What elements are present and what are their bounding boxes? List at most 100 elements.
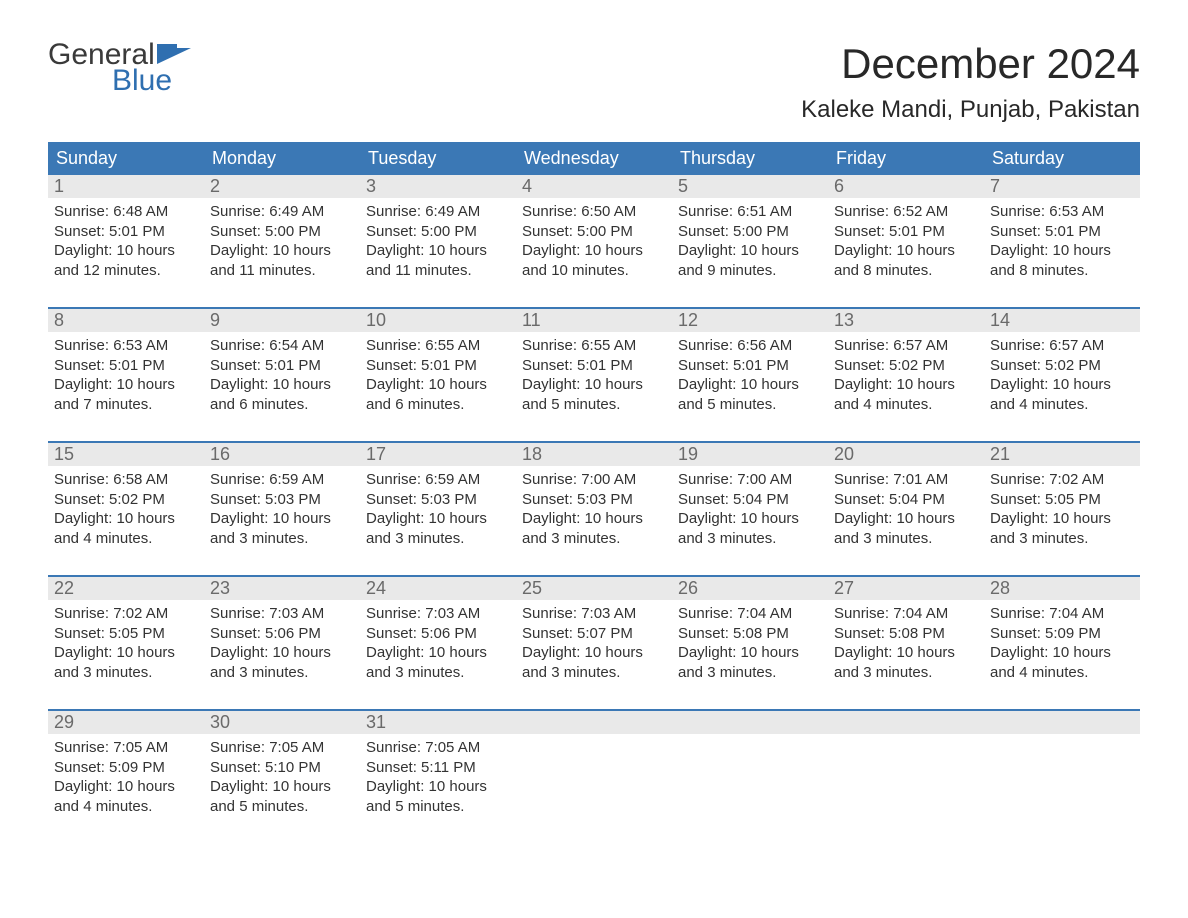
calendar-day: 16Sunrise: 6:59 AMSunset: 5:03 PMDayligh…	[204, 443, 360, 565]
sunset-text: Sunset: 5:04 PM	[834, 490, 978, 510]
sunrise-text: Sunrise: 6:59 AM	[210, 470, 354, 490]
sunrise-text: Sunrise: 7:03 AM	[210, 604, 354, 624]
sunrise-text: Sunrise: 6:57 AM	[990, 336, 1134, 356]
day-details: Sunrise: 6:53 AMSunset: 5:01 PMDaylight:…	[984, 198, 1140, 286]
day-number: 6	[828, 175, 984, 198]
sunset-text: Sunset: 5:01 PM	[366, 356, 510, 376]
day-details: Sunrise: 6:59 AMSunset: 5:03 PMDaylight:…	[360, 466, 516, 554]
weekday-header: Wednesday	[516, 142, 672, 175]
calendar-day: 9Sunrise: 6:54 AMSunset: 5:01 PMDaylight…	[204, 309, 360, 431]
weekday-header: Tuesday	[360, 142, 516, 175]
day-details: Sunrise: 6:51 AMSunset: 5:00 PMDaylight:…	[672, 198, 828, 286]
day-number: 18	[516, 443, 672, 466]
day-number: 21	[984, 443, 1140, 466]
logo-word-blue: Blue	[48, 66, 191, 96]
day-details: Sunrise: 6:58 AMSunset: 5:02 PMDaylight:…	[48, 466, 204, 554]
sunrise-text: Sunrise: 6:49 AM	[210, 202, 354, 222]
weekday-header: Thursday	[672, 142, 828, 175]
calendar-day: 14Sunrise: 6:57 AMSunset: 5:02 PMDayligh…	[984, 309, 1140, 431]
daylight-text: Daylight: 10 hours and 4 minutes.	[990, 375, 1134, 414]
sunset-text: Sunset: 5:09 PM	[990, 624, 1134, 644]
daylight-text: Daylight: 10 hours and 3 minutes.	[210, 509, 354, 548]
day-details: Sunrise: 7:04 AMSunset: 5:09 PMDaylight:…	[984, 600, 1140, 688]
sunrise-text: Sunrise: 6:50 AM	[522, 202, 666, 222]
calendar-day: 22Sunrise: 7:02 AMSunset: 5:05 PMDayligh…	[48, 577, 204, 699]
sunset-text: Sunset: 5:08 PM	[834, 624, 978, 644]
day-number	[516, 711, 672, 734]
weekday-header: Sunday	[48, 142, 204, 175]
calendar-day: 6Sunrise: 6:52 AMSunset: 5:01 PMDaylight…	[828, 175, 984, 297]
sunrise-text: Sunrise: 7:00 AM	[678, 470, 822, 490]
daylight-text: Daylight: 10 hours and 3 minutes.	[678, 509, 822, 548]
calendar-day	[516, 711, 672, 833]
calendar-day	[672, 711, 828, 833]
sunrise-text: Sunrise: 7:02 AM	[990, 470, 1134, 490]
sunset-text: Sunset: 5:08 PM	[678, 624, 822, 644]
sunrise-text: Sunrise: 7:04 AM	[834, 604, 978, 624]
sunset-text: Sunset: 5:02 PM	[54, 490, 198, 510]
sunset-text: Sunset: 5:01 PM	[54, 222, 198, 242]
day-number: 7	[984, 175, 1140, 198]
daylight-text: Daylight: 10 hours and 3 minutes.	[834, 643, 978, 682]
calendar-day	[984, 711, 1140, 833]
calendar-day: 17Sunrise: 6:59 AMSunset: 5:03 PMDayligh…	[360, 443, 516, 565]
sunset-text: Sunset: 5:01 PM	[522, 356, 666, 376]
sunrise-text: Sunrise: 6:56 AM	[678, 336, 822, 356]
day-details: Sunrise: 7:03 AMSunset: 5:06 PMDaylight:…	[204, 600, 360, 688]
sunset-text: Sunset: 5:02 PM	[834, 356, 978, 376]
sunrise-text: Sunrise: 6:58 AM	[54, 470, 198, 490]
sunrise-text: Sunrise: 7:02 AM	[54, 604, 198, 624]
day-number: 9	[204, 309, 360, 332]
sunset-text: Sunset: 5:11 PM	[366, 758, 510, 778]
day-number: 22	[48, 577, 204, 600]
calendar-day: 15Sunrise: 6:58 AMSunset: 5:02 PMDayligh…	[48, 443, 204, 565]
day-details: Sunrise: 7:03 AMSunset: 5:07 PMDaylight:…	[516, 600, 672, 688]
daylight-text: Daylight: 10 hours and 3 minutes.	[366, 509, 510, 548]
daylight-text: Daylight: 10 hours and 8 minutes.	[990, 241, 1134, 280]
calendar-day: 20Sunrise: 7:01 AMSunset: 5:04 PMDayligh…	[828, 443, 984, 565]
day-details: Sunrise: 6:48 AMSunset: 5:01 PMDaylight:…	[48, 198, 204, 286]
sunset-text: Sunset: 5:10 PM	[210, 758, 354, 778]
day-details: Sunrise: 6:54 AMSunset: 5:01 PMDaylight:…	[204, 332, 360, 420]
day-number: 8	[48, 309, 204, 332]
sunset-text: Sunset: 5:07 PM	[522, 624, 666, 644]
calendar-day: 28Sunrise: 7:04 AMSunset: 5:09 PMDayligh…	[984, 577, 1140, 699]
sunrise-text: Sunrise: 6:55 AM	[366, 336, 510, 356]
calendar-day: 21Sunrise: 7:02 AMSunset: 5:05 PMDayligh…	[984, 443, 1140, 565]
day-details: Sunrise: 7:05 AMSunset: 5:10 PMDaylight:…	[204, 734, 360, 822]
calendar-day: 26Sunrise: 7:04 AMSunset: 5:08 PMDayligh…	[672, 577, 828, 699]
daylight-text: Daylight: 10 hours and 3 minutes.	[678, 643, 822, 682]
daylight-text: Daylight: 10 hours and 7 minutes.	[54, 375, 198, 414]
daylight-text: Daylight: 10 hours and 11 minutes.	[366, 241, 510, 280]
sunset-text: Sunset: 5:00 PM	[366, 222, 510, 242]
daylight-text: Daylight: 10 hours and 4 minutes.	[54, 509, 198, 548]
sunrise-text: Sunrise: 6:54 AM	[210, 336, 354, 356]
day-details: Sunrise: 7:03 AMSunset: 5:06 PMDaylight:…	[360, 600, 516, 688]
day-details: Sunrise: 6:53 AMSunset: 5:01 PMDaylight:…	[48, 332, 204, 420]
day-number: 14	[984, 309, 1140, 332]
daylight-text: Daylight: 10 hours and 4 minutes.	[834, 375, 978, 414]
day-number: 20	[828, 443, 984, 466]
sunrise-text: Sunrise: 7:05 AM	[366, 738, 510, 758]
daylight-text: Daylight: 10 hours and 8 minutes.	[834, 241, 978, 280]
daylight-text: Daylight: 10 hours and 6 minutes.	[210, 375, 354, 414]
day-number: 10	[360, 309, 516, 332]
sunrise-text: Sunrise: 6:51 AM	[678, 202, 822, 222]
day-details: Sunrise: 6:55 AMSunset: 5:01 PMDaylight:…	[516, 332, 672, 420]
day-details: Sunrise: 6:57 AMSunset: 5:02 PMDaylight:…	[828, 332, 984, 420]
daylight-text: Daylight: 10 hours and 3 minutes.	[990, 509, 1134, 548]
sunset-text: Sunset: 5:05 PM	[54, 624, 198, 644]
day-number	[984, 711, 1140, 734]
day-number: 3	[360, 175, 516, 198]
calendar-day: 8Sunrise: 6:53 AMSunset: 5:01 PMDaylight…	[48, 309, 204, 431]
day-details: Sunrise: 7:02 AMSunset: 5:05 PMDaylight:…	[984, 466, 1140, 554]
daylight-text: Daylight: 10 hours and 5 minutes.	[210, 777, 354, 816]
day-details: Sunrise: 7:00 AMSunset: 5:03 PMDaylight:…	[516, 466, 672, 554]
sunrise-text: Sunrise: 6:52 AM	[834, 202, 978, 222]
daylight-text: Daylight: 10 hours and 3 minutes.	[522, 509, 666, 548]
sunset-text: Sunset: 5:01 PM	[54, 356, 198, 376]
day-details: Sunrise: 6:59 AMSunset: 5:03 PMDaylight:…	[204, 466, 360, 554]
weekday-header: Friday	[828, 142, 984, 175]
daylight-text: Daylight: 10 hours and 6 minutes.	[366, 375, 510, 414]
calendar-week: 1Sunrise: 6:48 AMSunset: 5:01 PMDaylight…	[48, 175, 1140, 297]
